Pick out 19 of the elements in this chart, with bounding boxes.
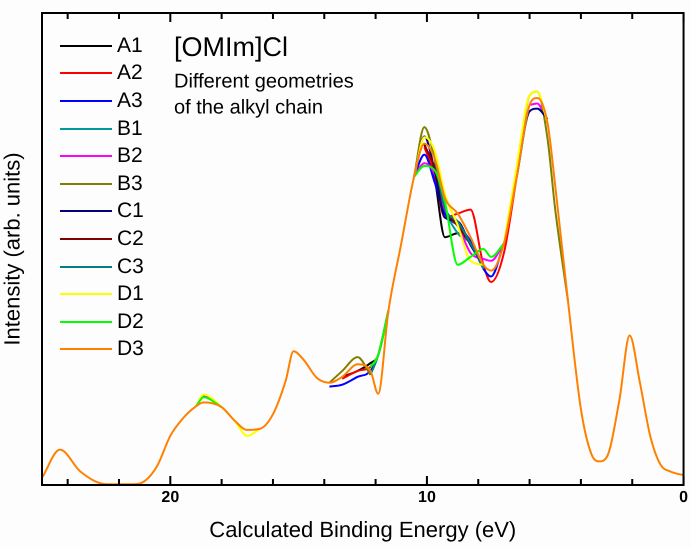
legend-label: D1 [117, 282, 144, 306]
legend-label: B2 [117, 144, 143, 168]
x-axis-title: Calculated Binding Energy (eV) [209, 516, 516, 542]
annotation: Different geometries of the alkyl chain [174, 70, 354, 119]
x-tick-label: 0 [679, 489, 688, 506]
legend-label: B1 [117, 116, 143, 141]
legend-label: C1 [117, 199, 144, 224]
legend-label: D3 [117, 337, 144, 362]
legend-label: D2 [117, 310, 144, 334]
legend-label: C2 [117, 226, 144, 251]
legend-label: A1 [117, 34, 143, 58]
legend-label: A2 [117, 61, 143, 86]
legend-label: A3 [117, 88, 143, 113]
legend-label: C3 [117, 254, 144, 279]
legend-label: B3 [117, 172, 143, 196]
text: [OMIm]Cl [174, 32, 288, 62]
x-tick-label: 10 [418, 489, 436, 506]
x-tick-label: 20 [161, 489, 180, 506]
y-axis-title: Intensity (arb. units) [0, 152, 24, 346]
